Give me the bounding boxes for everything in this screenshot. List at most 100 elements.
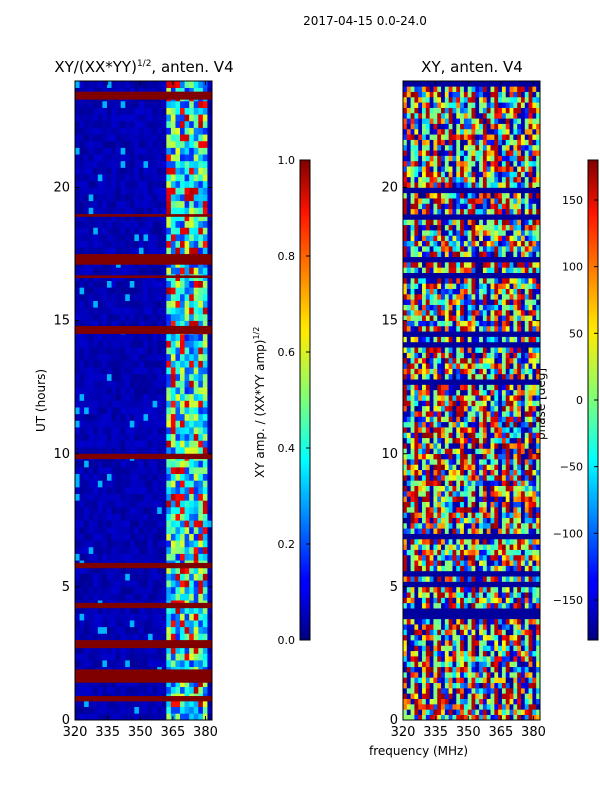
amplitude-cell <box>106 493 112 501</box>
phase-cell <box>418 549 423 556</box>
phase-cell <box>463 645 468 652</box>
amplitude-cell <box>189 433 195 441</box>
amplitude-cell <box>116 706 121 714</box>
amplitude-cell <box>120 660 126 668</box>
amplitude-cell <box>111 620 117 628</box>
amplitude-cell <box>88 500 94 508</box>
phase-cell <box>498 624 503 630</box>
amplitude-cell <box>106 680 112 688</box>
amplitude-cell <box>184 200 190 208</box>
phase-cell <box>524 485 529 492</box>
phase-cell <box>460 704 465 710</box>
amplitude-cell <box>79 433 85 441</box>
phase-cell <box>498 464 503 471</box>
phase-cell <box>479 517 484 524</box>
phase-cell <box>456 421 461 428</box>
amplitude-cell <box>102 393 108 401</box>
amplitude-cell <box>84 626 89 634</box>
amplitude-cell <box>148 646 153 654</box>
amplitude-cell <box>166 353 172 361</box>
amplitude-cell <box>202 533 208 541</box>
phase-cell <box>441 491 446 497</box>
amplitude-cell <box>166 154 172 162</box>
amplitude-cell <box>129 340 135 348</box>
phase-cell <box>441 640 446 646</box>
phase-cell <box>520 475 526 481</box>
amplitude-cell <box>202 613 208 621</box>
phase-cell <box>475 416 480 423</box>
amplitude-cell <box>116 333 121 341</box>
phase-cell <box>456 570 461 577</box>
phase-cell <box>532 672 537 678</box>
amplitude-cell <box>143 633 149 641</box>
phase-cell <box>441 624 446 630</box>
phase-cell <box>486 485 491 492</box>
phase-cell <box>494 501 499 508</box>
amplitude-cell <box>198 660 204 668</box>
phase-cell <box>482 469 488 476</box>
phase-cell <box>414 475 419 481</box>
amplitude-cell <box>88 220 94 228</box>
phase-cell <box>494 613 499 620</box>
amplitude-cell <box>111 167 117 175</box>
amplitude-cell <box>166 187 172 195</box>
amplitude-cell <box>88 200 94 208</box>
phase-cell <box>444 565 449 572</box>
phase-cell <box>429 688 434 694</box>
amplitude-cell <box>116 586 121 594</box>
phase-cell <box>437 698 442 705</box>
phase-cell <box>452 491 457 497</box>
phase-cell <box>524 656 529 662</box>
amplitude-cell <box>202 367 208 375</box>
phase-cell <box>418 650 423 657</box>
phase-cell <box>475 507 480 513</box>
phase-cell <box>520 432 526 439</box>
amplitude-cell <box>148 154 153 162</box>
amplitude-cell <box>184 247 190 255</box>
phase-cell <box>441 613 446 620</box>
amplitude-cell <box>148 593 153 601</box>
amplitude-cell <box>102 653 108 661</box>
amplitude-cell <box>84 520 89 528</box>
phase-cell <box>490 709 495 715</box>
phase-cell <box>479 618 484 625</box>
amplitude-cell <box>79 234 85 242</box>
phase-cell <box>403 597 408 604</box>
amplitude-cell <box>152 393 158 401</box>
amplitude-cell <box>97 713 103 721</box>
phase-cell <box>452 517 457 524</box>
phase-cell <box>452 608 457 614</box>
amplitude-cell <box>134 134 140 142</box>
amplitude-cell <box>148 440 153 448</box>
amplitude-cell <box>93 353 99 361</box>
amplitude-cell <box>161 320 167 328</box>
phase-cell <box>456 704 461 710</box>
amplitude-cell <box>198 513 204 521</box>
phase-cell <box>513 491 518 497</box>
phase-cell <box>410 517 415 524</box>
amplitude-cell <box>79 467 85 475</box>
phase-cell <box>422 634 427 641</box>
amplitude-cell <box>129 207 135 215</box>
phase-cell <box>520 592 526 598</box>
phase-cell <box>490 613 495 620</box>
phase-cell <box>513 549 518 556</box>
amplitude-cell <box>116 526 121 534</box>
phase-cell <box>403 528 408 534</box>
amplitude-cell <box>170 520 176 528</box>
phase-cell <box>406 475 411 481</box>
phase-cell <box>422 586 427 593</box>
amplitude-cell <box>97 633 103 641</box>
amplitude-cell <box>170 227 176 235</box>
amplitude-cell <box>125 234 131 242</box>
phase-cell <box>486 437 491 444</box>
phase-cell <box>410 496 415 502</box>
amplitude-cell <box>143 533 149 541</box>
amplitude-cell <box>207 566 213 574</box>
amplitude-cell <box>207 540 213 548</box>
amplitude-cell <box>143 700 149 707</box>
amplitude-cell <box>170 660 176 668</box>
phase-cell <box>536 491 541 497</box>
phase-cell <box>467 576 472 582</box>
phase-cell <box>441 682 446 689</box>
